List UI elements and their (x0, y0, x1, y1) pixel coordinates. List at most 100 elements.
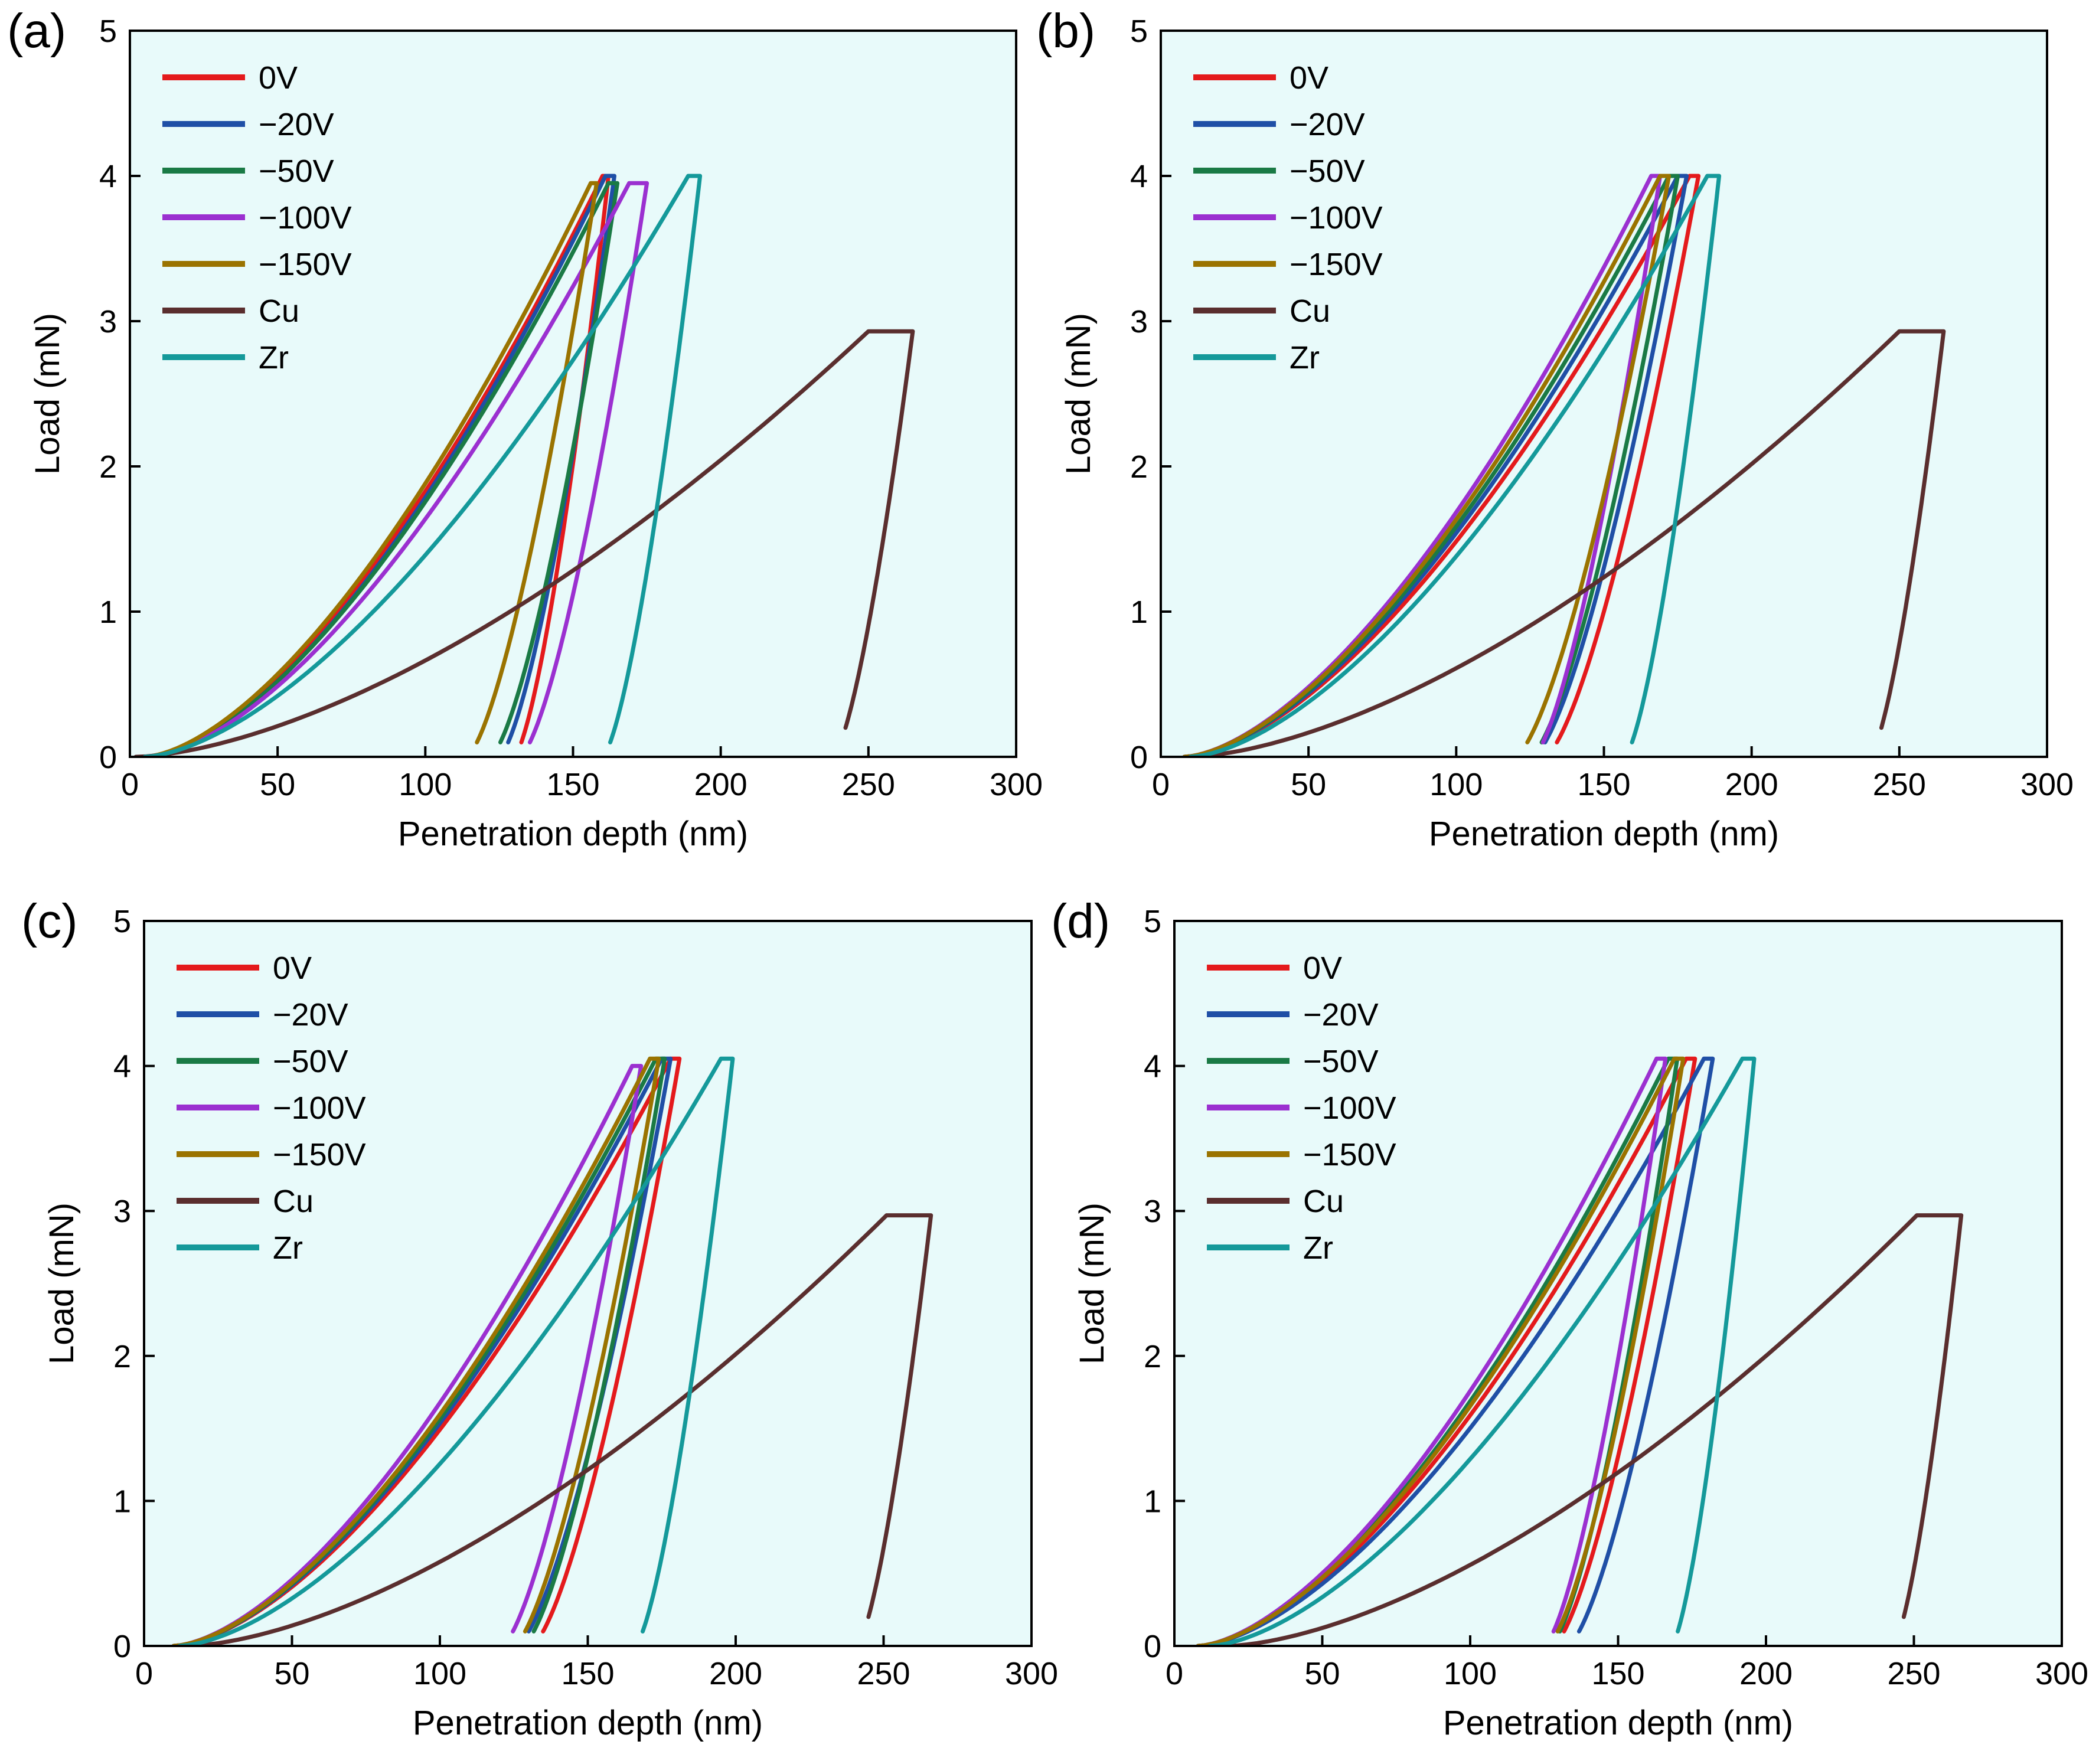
y-tick-label: 2 (1130, 449, 1148, 485)
series-line-zr (1188, 174, 1722, 757)
x-tick-label: 200 (694, 767, 747, 802)
legend-label-minusminus-50v: −50V (1303, 1044, 1379, 1079)
series-line-zr (142, 174, 703, 757)
y-tick-label: 4 (1144, 1049, 1161, 1084)
x-tick-label: 300 (2020, 767, 2074, 802)
curves (1196, 1056, 1964, 1646)
x-tick-label: 50 (274, 1656, 309, 1691)
x-tick-label: 50 (260, 767, 295, 802)
y-axis-label: Load (mN) (43, 1203, 81, 1364)
y-tick-label: 0 (113, 1629, 131, 1664)
legend: 0V −20V −50V −100V −150V Cu Zr (162, 60, 352, 375)
series-line-cu (133, 329, 915, 757)
x-tick-label: 50 (1304, 1656, 1340, 1691)
series-line-minusminus-20v (1196, 1056, 1715, 1646)
y-tick-label: 5 (113, 904, 131, 939)
x-tick-label: 0 (121, 767, 139, 802)
legend-label-0v: 0V (1303, 950, 1342, 986)
x-tick-label: 150 (561, 1656, 614, 1691)
y-axis-label: Load (mN) (28, 313, 67, 475)
x-tick-label: 150 (1591, 1656, 1644, 1691)
x-tick-label: 0 (135, 1656, 153, 1691)
x-tick-label: 100 (399, 767, 452, 802)
chart-panel-a: 0 50 100 150 200 250 300 0 1 2 3 4 5 Penetration dept… (7, 4, 1043, 853)
x-tick-label: 250 (1873, 767, 1926, 802)
y-axis-label: Load (mN) (1059, 313, 1098, 475)
legend-label-minusminus-100v: −100V (1290, 200, 1383, 236)
chart-panel-c: 0 50 100 150 200 250 300 0 1 2 3 4 5 Penetration dept… (21, 894, 1058, 1742)
legend-label-minusminus-100v: −100V (259, 200, 352, 236)
chart-panel-b: 0 50 100 150 200 250 300 0 1 2 3 4 5 Penetration dept… (1036, 4, 2074, 853)
series-line-zr (1207, 1056, 1757, 1646)
legend-label-cu: Cu (273, 1184, 314, 1219)
legend-label-cu: Cu (1303, 1184, 1344, 1219)
legend-label-zr: Zr (259, 340, 289, 375)
panel-label: (c) (21, 894, 78, 948)
x-axis-label: Penetration depth (nm) (1429, 815, 1779, 853)
legend: 0V −20V −50V −100V −150V Cu Zr (1193, 60, 1383, 375)
x-tick-label: 200 (1725, 767, 1778, 802)
y-tick-label: 3 (99, 304, 117, 339)
y-tick-label: 3 (1144, 1194, 1161, 1229)
y-tick-label: 3 (1130, 304, 1148, 339)
legend-label-minusminus-50v: −50V (273, 1044, 348, 1079)
series-line-minusminus-100v (145, 181, 649, 757)
legend-label-zr: Zr (1290, 340, 1320, 375)
x-axis-label: Penetration depth (nm) (1443, 1704, 1793, 1742)
y-tick-label: 1 (113, 1484, 131, 1519)
x-axis-label: Penetration depth (nm) (413, 1704, 763, 1742)
legend: 0V −20V −50V −100V −150V Cu Zr (1207, 950, 1396, 1266)
legend-label-zr: Zr (273, 1230, 303, 1266)
x-tick-label: 300 (990, 767, 1043, 802)
legend-label-minusminus-20v: −20V (273, 997, 348, 1033)
legend-label-0v: 0V (259, 60, 298, 96)
legend-label-minusminus-50v: −50V (259, 153, 334, 189)
chart-panel-d: 0 50 100 150 200 250 300 0 1 2 3 4 5 Penetration dept… (1051, 894, 2088, 1742)
y-tick-label: 1 (1130, 594, 1148, 630)
x-axis-label: Penetration depth (nm) (398, 815, 748, 853)
legend-label-minusminus-150v: −150V (1303, 1137, 1396, 1172)
legend-label-minusminus-50v: −50V (1290, 153, 1365, 189)
x-tick-label: 250 (1887, 1656, 1940, 1691)
x-tick-label: 250 (857, 1656, 910, 1691)
x-tick-label: 100 (1429, 767, 1483, 802)
x-tick-label: 300 (1005, 1656, 1058, 1691)
series-line-minusminus-100v (1196, 1056, 1668, 1646)
x-tick-label: 300 (2035, 1656, 2088, 1691)
x-tick-label: 200 (709, 1656, 762, 1691)
legend-label-0v: 0V (273, 950, 312, 986)
series-line-minusminus-150v (1182, 174, 1672, 757)
series-line-cu (186, 1213, 933, 1646)
x-tick-label: 150 (1577, 767, 1630, 802)
panel-label: (d) (1051, 894, 1110, 948)
series-line-minusminus-150v (1196, 1056, 1686, 1646)
y-tick-label: 4 (99, 159, 117, 194)
legend-label-0v: 0V (1290, 60, 1328, 96)
series-line-zr (177, 1056, 735, 1646)
x-tick-label: 250 (842, 767, 895, 802)
series-line-minusminus-150v (171, 1056, 661, 1646)
y-tick-label: 4 (1130, 159, 1148, 194)
x-tick-label: 50 (1291, 767, 1326, 802)
x-tick-label: 0 (1166, 1656, 1183, 1691)
y-tick-label: 1 (99, 594, 117, 630)
series-line-minusminus-50v (145, 181, 620, 757)
series-line-cu (1188, 329, 1946, 757)
legend: 0V −20V −50V −100V −150V Cu Zr (177, 950, 366, 1266)
y-tick-label: 5 (1144, 904, 1161, 939)
y-tick-label: 2 (99, 449, 117, 485)
y-tick-label: 0 (1144, 1629, 1161, 1664)
legend-label-minusminus-100v: −100V (273, 1090, 366, 1126)
curves (171, 1056, 933, 1646)
x-tick-label: 100 (1444, 1656, 1497, 1691)
legend-label-minusminus-20v: −20V (1290, 107, 1365, 142)
legend-label-zr: Zr (1303, 1230, 1333, 1266)
curves (133, 174, 915, 757)
legend-label-cu: Cu (259, 293, 299, 329)
panel-label: (b) (1036, 4, 1095, 58)
curves (1182, 174, 1946, 757)
legend-label-minusminus-20v: −20V (259, 107, 334, 142)
legend-label-minusminus-150v: −150V (1290, 247, 1383, 282)
y-tick-label: 2 (113, 1339, 131, 1374)
